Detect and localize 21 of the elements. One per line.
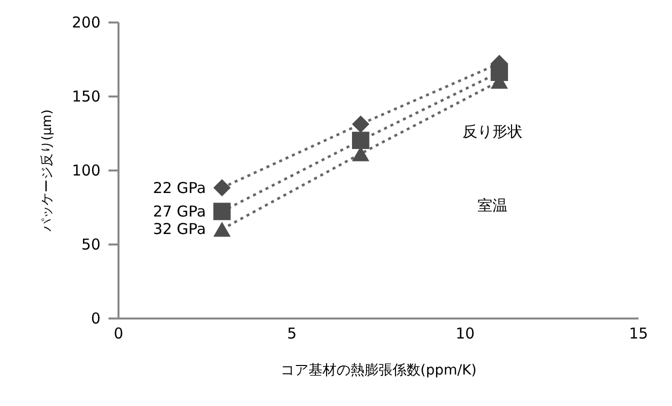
x-tick-label: 5	[287, 324, 297, 342]
y-tick-label: 200	[72, 14, 100, 32]
y-axis-title: パッケージ反り(μm)	[40, 109, 55, 233]
point	[213, 179, 231, 196]
x-tick-label: 10	[456, 324, 475, 342]
x-tick-label: 0	[114, 324, 124, 342]
point	[213, 202, 231, 220]
annotation: 室温	[477, 196, 508, 215]
x-axis-title: コア基材の熱膨張係数(ppm/K)	[280, 362, 477, 378]
series-label: 22 GPa	[152, 178, 206, 197]
y-tick-label: 0	[90, 310, 100, 328]
y-tick-label: 150	[72, 88, 100, 106]
series-label: 27 GPa	[152, 202, 206, 220]
point	[352, 115, 370, 133]
y-tick-label: 50	[81, 236, 100, 254]
point	[352, 132, 370, 150]
x-tick-label: 15	[628, 324, 648, 342]
series-label: 32 GPa	[152, 220, 206, 238]
y-tick-label: 100	[72, 162, 100, 180]
point	[213, 222, 231, 237]
annotation: 反り形状	[462, 122, 522, 141]
